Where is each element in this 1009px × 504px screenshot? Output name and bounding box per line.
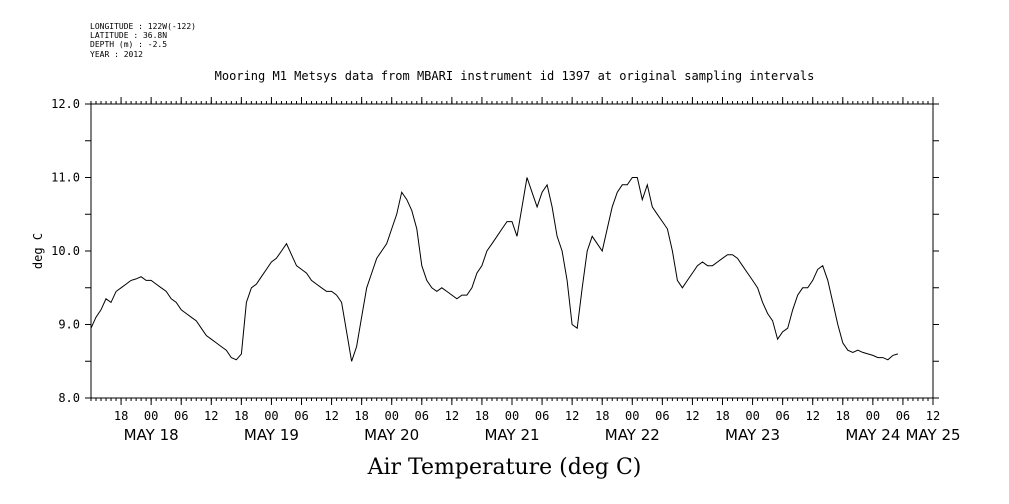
latitude-text: LATITUDE : 36.8N bbox=[90, 31, 168, 40]
x-hour-tick-label: 00 bbox=[264, 409, 278, 423]
axis-labels: 18 00 06 12 18 00 06 12 18 00 06 12 18 00 06 12 18 00 06 12… bbox=[51, 97, 960, 444]
x-hour-tick-label: 00 bbox=[745, 409, 759, 423]
x-hour-tick-label: 12 bbox=[805, 409, 819, 423]
y-tick-label: 12.0 bbox=[51, 97, 80, 111]
x-hour-tick-label: 00 bbox=[866, 409, 880, 423]
x-hour-tick-label: 06 bbox=[294, 409, 308, 423]
x-hour-tick-label: 18 bbox=[715, 409, 729, 423]
x-hour-tick-label: 18 bbox=[354, 409, 368, 423]
x-day-label: MAY 19 bbox=[244, 426, 299, 444]
series-line-air-temperature bbox=[90, 177, 899, 362]
chart-title: Mooring M1 Metsys data from MBARI instru… bbox=[214, 69, 815, 83]
x-hour-tick-label: 12 bbox=[565, 409, 579, 423]
x-day-label: MAY 23 bbox=[725, 426, 780, 444]
x-hour-tick-label: 12 bbox=[926, 409, 940, 423]
x-hour-tick-label: 18 bbox=[475, 409, 489, 423]
x-hour-tick-label: 12 bbox=[445, 409, 459, 423]
y-tick-label: 8.0 bbox=[58, 391, 80, 405]
x-axis-title: Air Temperature (deg C) bbox=[367, 455, 642, 480]
x-day-label: MAY 22 bbox=[605, 426, 660, 444]
year-text: YEAR : 2012 bbox=[90, 50, 143, 59]
x-hour-tick-label: 06 bbox=[174, 409, 188, 423]
x-hour-tick-label: 18 bbox=[595, 409, 609, 423]
x-hour-tick-label: 06 bbox=[655, 409, 669, 423]
x-hour-tick-label: 06 bbox=[415, 409, 429, 423]
x-hour-tick-label: 00 bbox=[144, 409, 158, 423]
y-tick-label: 11.0 bbox=[51, 171, 80, 185]
x-day-label: MAY 20 bbox=[364, 426, 419, 444]
y-axis-label: deg C bbox=[31, 233, 45, 269]
x-hour-tick-label: 18 bbox=[114, 409, 128, 423]
x-hour-tick-label: 18 bbox=[836, 409, 850, 423]
y-tick-label: 9.0 bbox=[58, 318, 80, 332]
x-hour-tick-label: 18 bbox=[234, 409, 248, 423]
depth-text: DEPTH (m) : -2.5 bbox=[90, 40, 168, 49]
longitude-text: LONGITUDE : 122W(-122) bbox=[90, 22, 196, 31]
x-hour-tick-label: 00 bbox=[505, 409, 519, 423]
x-hour-tick-label: 00 bbox=[384, 409, 398, 423]
x-day-label: MAY 25 bbox=[905, 426, 960, 444]
x-hour-tick-label: 12 bbox=[204, 409, 218, 423]
x-hour-tick-label: 06 bbox=[896, 409, 910, 423]
x-hour-tick-label: 06 bbox=[775, 409, 789, 423]
axis-ticks bbox=[85, 97, 939, 405]
x-day-label: MAY 21 bbox=[484, 426, 539, 444]
x-hour-tick-label: 12 bbox=[324, 409, 338, 423]
x-hour-tick-label: 12 bbox=[685, 409, 699, 423]
x-hour-tick-label: 00 bbox=[625, 409, 639, 423]
x-day-label: MAY 18 bbox=[124, 426, 179, 444]
x-hour-tick-label: 06 bbox=[535, 409, 549, 423]
y-tick-label: 10.0 bbox=[51, 244, 80, 258]
x-day-label: MAY 24 bbox=[845, 426, 900, 444]
plot-frame bbox=[90, 103, 934, 399]
